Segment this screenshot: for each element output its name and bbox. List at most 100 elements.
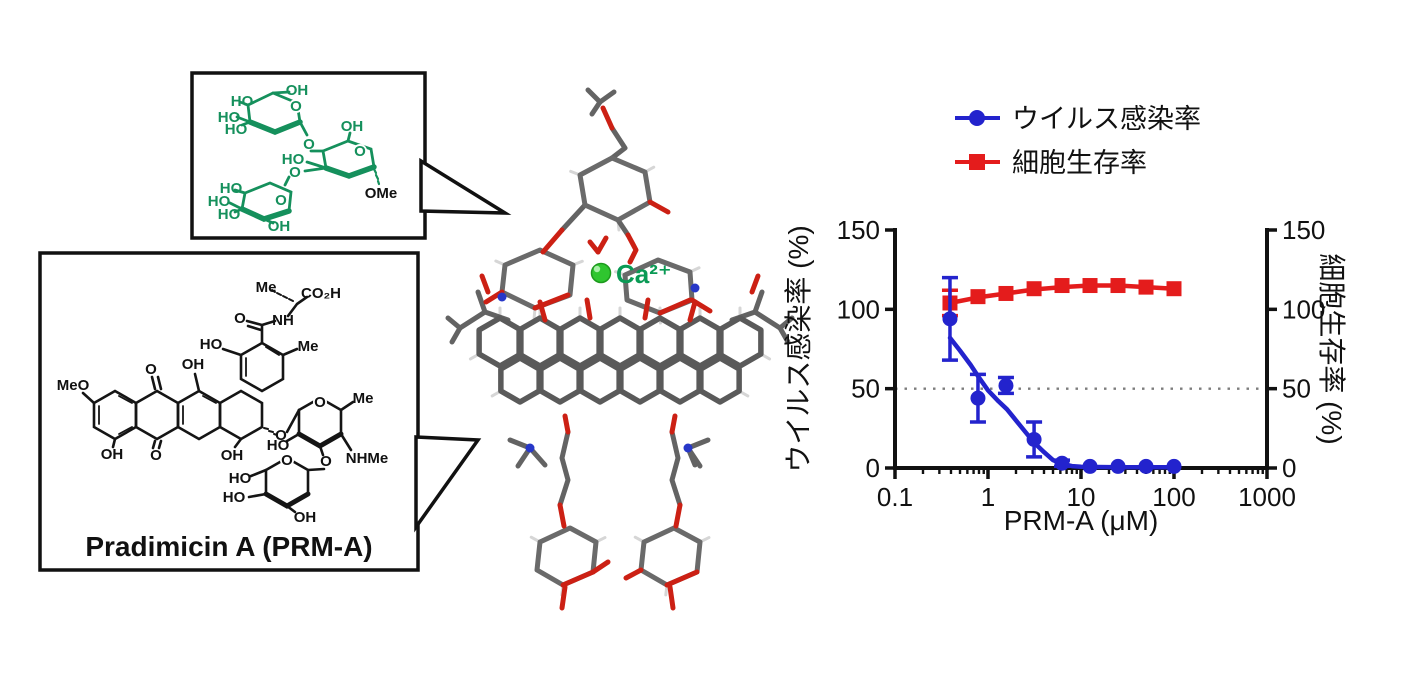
atom-label: Me bbox=[298, 338, 319, 355]
stick bbox=[667, 584, 676, 611]
stick bbox=[669, 429, 683, 508]
atom-label: HO bbox=[223, 489, 246, 506]
stick bbox=[557, 502, 567, 529]
calcium-ion-sphere bbox=[590, 262, 612, 284]
y-tick-label-left: 150 bbox=[837, 215, 880, 245]
data-point bbox=[998, 285, 1014, 301]
y-tick-label-left: 100 bbox=[837, 294, 880, 324]
legend-label: ウイルス感染率 bbox=[1012, 104, 1201, 134]
y-tick-label-right: 150 bbox=[1282, 215, 1325, 245]
atom-label: O bbox=[150, 447, 162, 464]
legend-marker-circle bbox=[969, 110, 985, 126]
data-point bbox=[1082, 458, 1098, 474]
data-point bbox=[1082, 278, 1098, 294]
y-axis-label-right: 細胞生存率 (%) bbox=[1316, 253, 1347, 444]
bubble-border bbox=[190, 71, 427, 240]
stick bbox=[595, 235, 609, 255]
data-point bbox=[998, 377, 1014, 393]
atom-label: O bbox=[320, 453, 332, 470]
x-axis-label: PRM-A (μM) bbox=[1004, 505, 1159, 536]
stick bbox=[689, 297, 713, 314]
y-tick-label-left: 0 bbox=[866, 453, 880, 483]
sphere-highlight bbox=[593, 265, 601, 273]
x-tick-label: 1 bbox=[981, 482, 995, 512]
atom-label: OH bbox=[341, 118, 364, 135]
atom-label: O bbox=[145, 361, 157, 378]
stick bbox=[716, 315, 764, 369]
stick bbox=[498, 355, 542, 405]
stick bbox=[557, 429, 571, 508]
atom-label: O bbox=[275, 192, 287, 209]
stick bbox=[749, 273, 761, 295]
data-point bbox=[1026, 431, 1042, 447]
stick bbox=[687, 299, 698, 323]
stick bbox=[698, 355, 742, 405]
atom-label: O bbox=[281, 452, 293, 469]
data-point bbox=[1110, 278, 1126, 294]
stick bbox=[577, 155, 653, 223]
data-point bbox=[1138, 458, 1154, 474]
x-tick-label: 100 bbox=[1152, 482, 1195, 512]
sugar-structure-bubble: HO OH HO HO O O OH HO O OMe O HO HO HO O… bbox=[190, 71, 512, 240]
nitrogen-atom bbox=[690, 283, 700, 293]
stick bbox=[562, 413, 571, 435]
data-point bbox=[970, 289, 986, 305]
x-tick-label: 10 bbox=[1067, 482, 1096, 512]
stick bbox=[777, 315, 795, 331]
stick bbox=[479, 273, 491, 295]
trisaccharide-labels: HO OH HO HO O O OH HO O OMe O HO HO HO O… bbox=[208, 82, 398, 235]
atom-label: Me bbox=[256, 279, 277, 296]
stick bbox=[578, 355, 622, 405]
atom-label: O bbox=[354, 143, 366, 160]
atom-label: O bbox=[275, 427, 287, 444]
atom-label: NHMe bbox=[346, 450, 389, 467]
atom-label: O bbox=[289, 164, 301, 181]
atom-label: O bbox=[290, 98, 302, 115]
atom-label: MeO bbox=[57, 377, 90, 394]
stick bbox=[475, 289, 488, 315]
stick bbox=[618, 355, 662, 405]
data-point bbox=[1138, 279, 1154, 295]
x-tick-label: 1000 bbox=[1238, 482, 1296, 512]
stick bbox=[777, 325, 791, 345]
stick bbox=[589, 99, 603, 117]
y-tick-label-right: 100 bbox=[1282, 294, 1325, 324]
legend-item: ウイルス感染率 bbox=[955, 104, 1201, 134]
stick bbox=[600, 105, 615, 131]
stick bbox=[559, 584, 568, 611]
atom-label: NH bbox=[272, 312, 294, 329]
data-point bbox=[942, 311, 958, 327]
atom-label: OH bbox=[268, 218, 291, 235]
series-virus-infection bbox=[941, 275, 1182, 474]
stick bbox=[609, 125, 628, 161]
stick bbox=[560, 569, 596, 588]
pradimicin-structure-box: Me CO₂H O NH HO OH Me MeO O OH O OH O O … bbox=[38, 251, 482, 572]
stick bbox=[585, 87, 603, 105]
data-point bbox=[1026, 281, 1042, 297]
atom-label: HO bbox=[267, 437, 290, 454]
stick bbox=[449, 325, 463, 345]
atom-label: OH bbox=[101, 446, 124, 463]
data-point bbox=[1166, 281, 1182, 297]
atom-label: HO bbox=[218, 206, 241, 223]
atom-label: OH bbox=[221, 447, 244, 464]
legend-label: 細胞生存率 bbox=[1012, 148, 1147, 178]
y-axis-label-left: ウイルス感染率 (%) bbox=[783, 225, 814, 472]
pradimicin-labels: Me CO₂H O NH HO OH Me MeO O OH O OH O O … bbox=[57, 279, 389, 526]
stick bbox=[584, 297, 593, 321]
plot-area: 0 0 50 50 100 100 150 150 0.1 1 10 100 1000 PRM-A (μM… bbox=[783, 104, 1347, 536]
stick bbox=[669, 413, 678, 435]
legend-marker-square bbox=[969, 154, 985, 170]
atom-label: HO bbox=[229, 470, 252, 487]
structure-box-border bbox=[38, 251, 420, 572]
stick bbox=[445, 315, 463, 331]
y-tick-label-right: 50 bbox=[1282, 374, 1311, 404]
trisaccharide-skeleton bbox=[228, 90, 381, 225]
atom-label: OH bbox=[286, 82, 309, 99]
molecular-model-3d: Ca²⁺ bbox=[445, 87, 795, 611]
series-cell-viability bbox=[941, 278, 1182, 318]
stick bbox=[597, 89, 617, 105]
stick bbox=[673, 502, 683, 529]
atom-label: OH bbox=[182, 356, 205, 373]
nitrogen-atom bbox=[497, 292, 507, 302]
